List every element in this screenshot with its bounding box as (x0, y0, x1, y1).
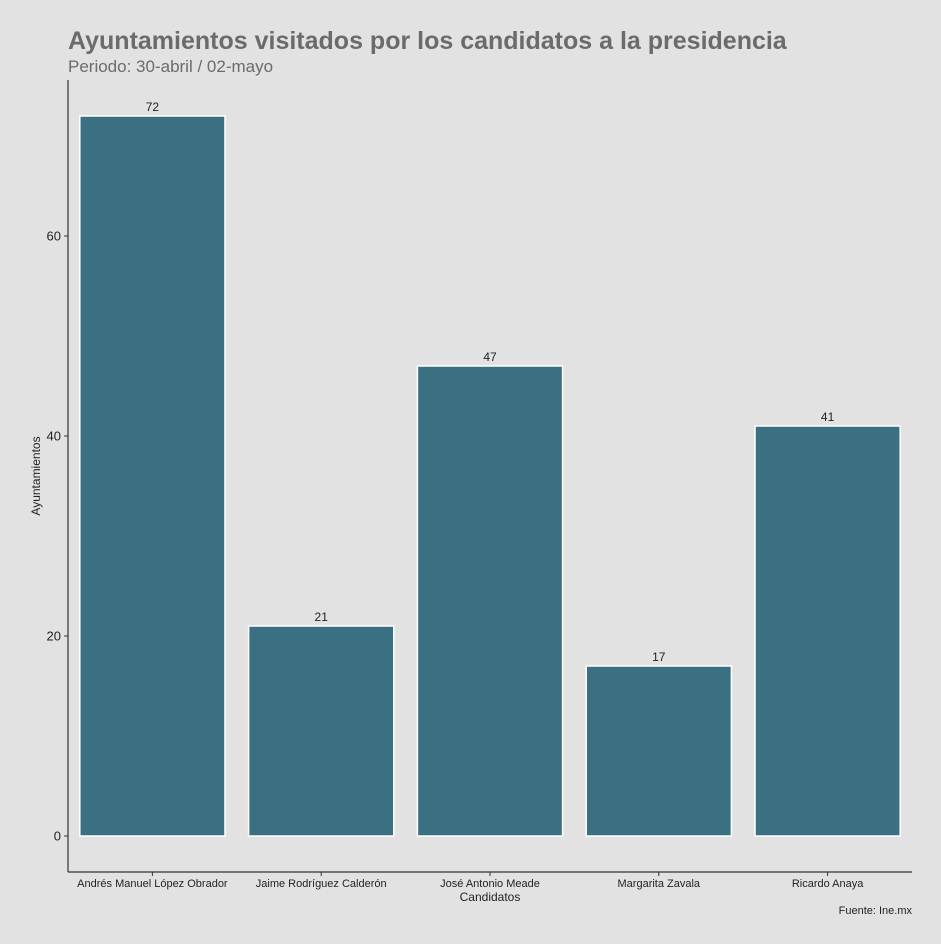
chart-caption: Fuente: Ine.mx (839, 905, 913, 917)
y-tick-label: 20 (47, 629, 61, 644)
bar (585, 665, 733, 837)
y-tick-label: 0 (54, 829, 61, 844)
bar-value-label: 21 (315, 610, 329, 624)
x-axis-title: Candidatos (460, 890, 521, 904)
y-tick-label: 40 (47, 429, 61, 444)
bar-value-label: 47 (483, 350, 497, 364)
bar-value-label: 41 (821, 410, 835, 424)
bar (79, 115, 226, 837)
bar (754, 425, 901, 837)
bar (247, 625, 395, 837)
bar-value-label: 72 (146, 100, 160, 114)
y-axis-ticks: 0 20 40 60 (47, 229, 68, 844)
x-tick-label: José Antonio Meade (440, 878, 540, 890)
x-tick-label: Andrés Manuel López Obrador (77, 878, 228, 890)
bars-group (79, 115, 901, 837)
y-tick-label: 60 (47, 229, 61, 244)
bar-value-label: 17 (652, 650, 666, 664)
x-tick-label: Jaime Rodríguez Calderón (256, 878, 387, 890)
x-tick-label: Ricardo Anaya (792, 878, 864, 890)
x-axis-ticks: Andrés Manuel López Obrador Jaime Rodrígu… (77, 872, 864, 890)
data-labels-group: 72 21 47 17 41 (146, 100, 835, 664)
chart-subtitle: Periodo: 30-abril / 02-mayo (68, 57, 273, 76)
chart-title: Ayuntamientos visitados por los candidat… (68, 27, 788, 55)
bar (416, 365, 564, 837)
y-axis-title: Ayuntamientos (29, 436, 43, 515)
x-tick-label: Margarita Zavala (618, 878, 701, 890)
